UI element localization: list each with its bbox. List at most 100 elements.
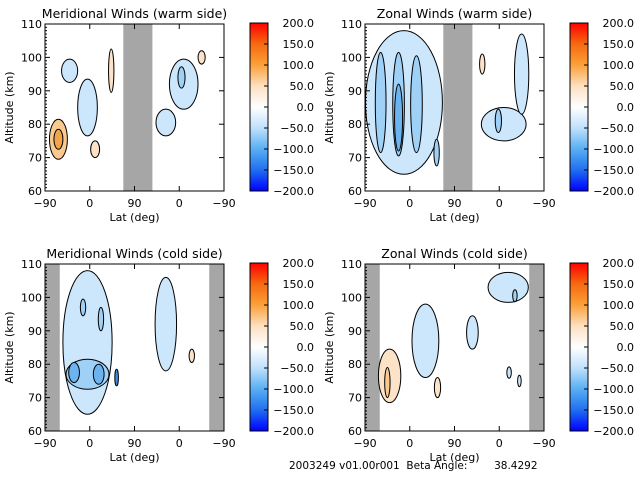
x-tick-label: −90 [353,437,376,450]
x-tick-label: 0 [406,197,413,210]
x-tick-label: 0 [176,197,183,210]
y-tick-label: 100 [21,51,42,64]
x-tick-label: 0 [86,437,93,450]
colorbar-tick-label: 100.0 [283,299,315,312]
contour-neg-level1 [62,270,113,415]
panel-meridional-cold: 60 70 80 90 100 110 −90 0 90 0 −90 Meridional Winds… [0,240,320,480]
contour-neg-level1 [61,58,79,83]
contour-neg-level3 [68,362,80,384]
contour-neg-level2 [374,51,387,154]
colorbar-tick-label: −50.0 [600,122,634,135]
chart-title: Zonal Winds (cold side) [381,246,527,261]
no-data-band [529,264,544,431]
colorbar-tick-label: −50.0 [600,362,634,375]
x-axis-label: Lat (deg) [430,211,480,224]
chart-2: 60 70 80 90 100 110 −90 0 90 0 −90 Meridional Winds… [3,246,315,464]
y-tick-label: 70 [348,392,362,405]
chart-3: 60 70 80 90 100 110 −90 0 90 0 −90 Zonal Winds (col… [323,246,635,464]
colorbar-tick-label: 50.0 [610,320,635,333]
y-tick-label: 60 [348,185,362,198]
chart-title: Zonal Winds (warm side) [377,6,532,21]
y-tick-label: 100 [21,291,42,304]
colorbar-tick-label: −100.0 [593,143,634,156]
y-tick-label: 110 [21,18,42,31]
x-tick-label: −90 [33,437,56,450]
y-axis-label: Altitude (km) [3,71,16,143]
contour-neg-level1 [487,271,529,303]
contour-pos-level1 [90,140,101,159]
colorbar-tick-label: 0.0 [617,101,635,114]
chart-0: 60 70 80 90 100 110 −90 0 90 0 −90 Meridional Winds… [3,6,315,224]
panel-zonal-warm: 60 70 80 90 100 110 −90 0 90 0 −90 Zonal Winds (war… [320,0,640,240]
footer-beta-label: Beta Angle: [406,460,468,472]
y-tick-label: 100 [341,291,362,304]
x-axis-label: Lat (deg) [110,211,160,224]
contour-neg-level2 [494,108,502,134]
no-data-band [443,24,473,191]
colorbar-tick-label: 50.0 [610,80,635,93]
panel-zonal-cold: 60 70 80 90 100 110 −90 0 90 0 −90 Zonal Winds (col… [320,240,640,480]
colorbar-tick-label: 200.0 [603,17,635,30]
chart-1: 60 70 80 90 100 110 −90 0 90 0 −90 Zonal Winds (war… [323,6,635,224]
footer-info: 2003249 v01.00r001 Beta Angle: 38.4292 [289,460,538,472]
contour-neg-level2 [79,298,87,317]
y-axis-label: Altitude (km) [323,311,336,383]
x-tick-label: 90 [128,437,142,450]
y-tick-label: 80 [348,358,362,371]
contour-neg-level3 [394,83,404,152]
colorbar-tick-label: −100.0 [593,383,634,396]
x-tick-label: 0 [86,197,93,210]
contour-neg-level2 [410,55,423,154]
chart-title: Meridional Winds (cold side) [46,246,222,261]
colorbar-tick-label: 150.0 [603,278,635,291]
y-tick-label: 60 [348,425,362,438]
no-data-band [123,24,153,191]
y-tick-label: 110 [341,258,362,271]
x-tick-label: 0 [406,437,413,450]
y-tick-label: 70 [348,152,362,165]
y-tick-label: 80 [28,358,42,371]
colorbar-tick-label: 0.0 [297,101,315,114]
no-data-band [365,264,380,431]
y-tick-label: 90 [28,325,42,338]
colorbar-tick-label: 50.0 [290,320,315,333]
colorbar-tick-label: −50.0 [280,122,314,135]
x-tick-label: 90 [448,437,462,450]
x-tick-label: 90 [128,197,142,210]
colorbar-tick-label: −200.0 [593,425,634,438]
y-tick-label: 80 [28,118,42,131]
no-data-band [45,264,60,431]
x-tick-label: −90 [33,197,56,210]
colorbar-tick-label: −200.0 [273,425,314,438]
colorbar-tick-label: 200.0 [283,257,315,270]
contour-neg-level1 [466,315,479,350]
y-tick-label: 70 [28,392,42,405]
contours [48,24,206,191]
x-tick-label: 0 [496,437,503,450]
colorbar-tick-label: −150.0 [593,404,634,417]
y-tick-label: 60 [28,185,42,198]
contour-neg-level3 [92,363,105,385]
colorbar-tick-label: −100.0 [273,383,314,396]
x-tick-label: −90 [532,197,555,210]
y-tick-label: 100 [341,51,362,64]
y-tick-label: 90 [348,325,362,338]
colorbar-tick-label: 150.0 [283,278,315,291]
contour-neg-level1 [513,33,530,115]
contour-pos-level1 [188,348,195,364]
colorbar-tick-label: −150.0 [593,164,634,177]
colorbar-tick-label: −100.0 [273,143,314,156]
x-tick-label: 0 [176,437,183,450]
contour-neg-level2 [177,66,186,89]
contour-pos-level1 [197,50,206,65]
x-tick-label: 0 [496,197,503,210]
y-tick-label: 60 [28,425,42,438]
colorbar-tick-label: 100.0 [603,299,635,312]
colorbar-tick-label: 0.0 [297,341,315,354]
contour-pos-level3 [53,128,64,150]
x-tick-label: 90 [448,197,462,210]
contour-neg-level2 [512,289,518,303]
y-axis-label: Altitude (km) [323,71,336,143]
y-tick-label: 110 [21,258,42,271]
no-data-band [209,264,224,431]
